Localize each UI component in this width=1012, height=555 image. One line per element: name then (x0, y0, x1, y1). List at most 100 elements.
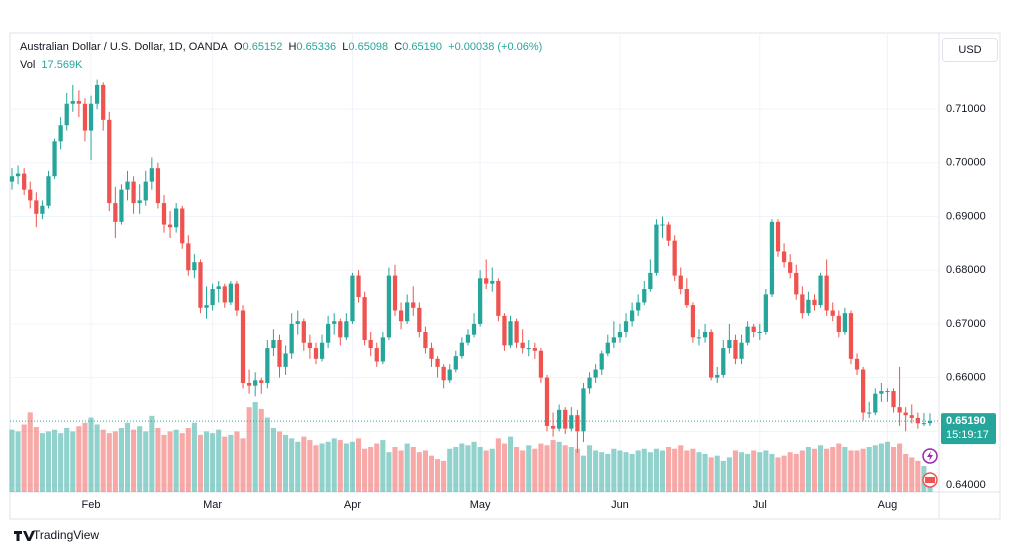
volume-bar (647, 452, 653, 492)
ohlc-label: L (342, 41, 349, 53)
candle-body (690, 305, 696, 338)
candle-body (447, 369, 452, 381)
candle-body (119, 189, 124, 222)
candle-body (398, 310, 404, 322)
candle-body (520, 342, 525, 349)
volume-bar (422, 450, 428, 492)
volume-bar (106, 433, 112, 492)
last-price-box (941, 413, 996, 445)
volume-bar (890, 447, 897, 492)
candle-body (921, 423, 927, 425)
candle-body (392, 275, 398, 311)
candle-body (599, 353, 604, 370)
volume-bar (489, 448, 495, 492)
candle-body (897, 407, 902, 413)
volume-bar (283, 434, 289, 492)
volume-bar (672, 448, 678, 492)
volume-bar (860, 448, 866, 492)
volume-bar (586, 445, 593, 492)
candle-body (240, 310, 246, 383)
ohlc-value: 0.65098 (348, 41, 389, 53)
candle-body (508, 321, 513, 346)
volume-bar (234, 431, 240, 492)
candle-body (210, 289, 215, 306)
volume-bar (149, 415, 155, 492)
candle-body (155, 168, 161, 204)
volume-bar (477, 447, 483, 492)
ohlc-value: 0.65152 (242, 41, 283, 53)
volume-bar (915, 460, 921, 492)
candle-body (332, 321, 337, 324)
volume-bar (295, 441, 301, 492)
frame (9, 32, 1001, 520)
volume-bar (562, 445, 568, 492)
x-tick-label: Apr (344, 499, 361, 511)
candle-body (362, 297, 367, 341)
candle-body (386, 275, 392, 338)
ohlc-value: 0.65336 (296, 41, 337, 53)
volume-bar (246, 407, 252, 492)
candle-body (672, 240, 677, 276)
volume-bar (210, 433, 216, 492)
volume-bar (866, 447, 872, 492)
candle-body (654, 224, 659, 273)
volume-bar (550, 440, 556, 492)
volume-bar (155, 427, 161, 492)
volume-bar (228, 434, 234, 492)
volume-bar (428, 455, 435, 492)
candle-body (52, 141, 57, 177)
candle-body (453, 356, 458, 370)
volume-bar (331, 438, 337, 492)
volume-bar (745, 453, 751, 492)
candle-body (198, 262, 203, 308)
candle-body (143, 181, 148, 201)
last-price-label: 0.65190 (946, 415, 986, 427)
candle-body (411, 302, 416, 308)
volume-bar (769, 453, 775, 492)
candle-body (338, 321, 343, 338)
candle-body (678, 275, 683, 290)
candle-body (356, 275, 361, 298)
candle-body (435, 358, 440, 367)
candle-body (709, 331, 714, 378)
candle-body (368, 340, 373, 349)
candle-body (794, 272, 799, 295)
x-tick-label: Feb (82, 499, 101, 511)
volume-bar (635, 450, 641, 492)
candle-body (149, 168, 154, 182)
volume-bar (52, 429, 58, 492)
candle-body (28, 189, 33, 201)
volume-bar (447, 448, 453, 492)
volume-bar (872, 445, 878, 492)
candle-body (715, 374, 720, 378)
candle-body (58, 125, 63, 142)
volume-bar (355, 438, 362, 492)
candle-body (301, 321, 306, 343)
candle-body (587, 377, 592, 389)
y-tick-label: 0.64000 (946, 479, 986, 491)
volume-bar (793, 453, 799, 492)
volume-bar (720, 460, 726, 492)
candle-body (271, 340, 276, 349)
volume-bar (197, 434, 204, 492)
candle-body (459, 342, 465, 357)
volume-bar (15, 431, 21, 492)
candle-body (818, 275, 823, 306)
volume-bar (623, 452, 629, 492)
candle-body (405, 302, 410, 322)
volume-bar (301, 436, 307, 492)
volume-bar (380, 440, 386, 492)
candle-body (891, 391, 896, 408)
candle-body (167, 224, 173, 228)
candle-body (666, 224, 671, 241)
volume-bar (9, 429, 15, 492)
candle-body (125, 181, 130, 190)
currency-button[interactable]: USD (942, 38, 998, 62)
volume-bar (276, 431, 283, 492)
volume-bar (684, 450, 690, 492)
volume-bar (666, 447, 672, 492)
volume-bar (836, 443, 842, 492)
candle-body (684, 289, 689, 306)
volume-bar (337, 440, 343, 492)
